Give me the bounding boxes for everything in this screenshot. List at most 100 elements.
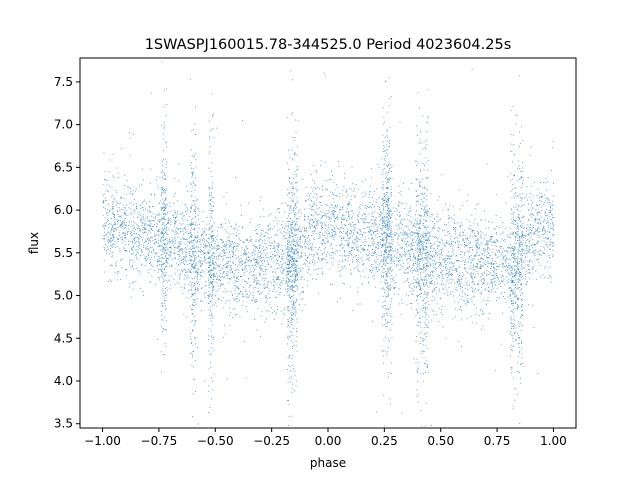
data-point — [182, 271, 183, 273]
data-point — [133, 228, 135, 230]
data-point — [282, 269, 284, 271]
data-point — [182, 292, 184, 294]
data-point — [418, 255, 420, 257]
data-point — [245, 246, 247, 248]
data-point — [409, 237, 411, 239]
data-point — [308, 247, 310, 249]
data-point — [484, 210, 485, 212]
data-point — [542, 182, 544, 183]
data-point — [455, 227, 457, 229]
data-point — [365, 236, 367, 238]
data-point — [377, 230, 378, 232]
data-point — [312, 262, 314, 264]
data-point — [399, 288, 401, 290]
data-point — [223, 265, 225, 267]
data-point — [250, 260, 251, 262]
data-point — [264, 288, 265, 290]
data-point — [222, 259, 223, 261]
data-point — [245, 290, 247, 292]
data-point — [130, 258, 132, 260]
data-point — [138, 242, 140, 244]
data-point — [360, 218, 362, 220]
data-point — [351, 250, 353, 252]
data-point — [522, 267, 524, 268]
data-point — [423, 242, 425, 243]
data-point — [259, 272, 261, 274]
data-point — [147, 217, 149, 219]
data-point — [390, 230, 392, 232]
data-point — [206, 223, 208, 225]
data-point — [458, 281, 460, 283]
data-point — [531, 244, 533, 246]
data-point — [217, 248, 219, 250]
data-point — [532, 202, 534, 204]
data-point — [342, 206, 344, 208]
data-point — [331, 205, 333, 206]
data-point — [314, 230, 316, 232]
data-point — [255, 266, 257, 268]
data-point — [303, 236, 305, 238]
data-point — [469, 265, 471, 267]
data-point — [467, 281, 469, 283]
data-point — [481, 265, 483, 267]
data-point — [149, 182, 151, 184]
data-point — [196, 280, 198, 282]
data-point — [157, 230, 159, 232]
data-point — [551, 204, 553, 206]
data-point — [124, 238, 126, 239]
data-point — [528, 240, 530, 242]
data-point — [318, 213, 320, 215]
data-point — [417, 279, 419, 280]
data-point — [320, 165, 322, 166]
data-point — [486, 275, 487, 276]
data-point — [364, 276, 366, 278]
data-point — [537, 251, 539, 253]
data-point — [263, 235, 265, 237]
data-point — [225, 248, 227, 250]
data-point — [359, 204, 361, 205]
data-point — [309, 254, 310, 256]
data-point — [251, 265, 253, 267]
data-point — [310, 245, 312, 247]
data-point — [477, 233, 479, 234]
data-point — [292, 256, 294, 257]
data-point — [512, 268, 514, 270]
data-point — [305, 215, 307, 217]
data-point — [321, 186, 323, 188]
data-point — [349, 203, 350, 205]
data-point — [348, 232, 350, 234]
data-point — [551, 208, 553, 210]
data-point — [114, 218, 116, 220]
data-point — [149, 238, 150, 240]
data-point — [106, 179, 108, 181]
data-point — [318, 259, 320, 261]
data-point — [450, 262, 452, 263]
data-point — [103, 234, 105, 236]
data-point — [277, 209, 279, 211]
data-point — [310, 174, 312, 176]
data-point — [217, 275, 219, 277]
data-point — [204, 256, 206, 258]
data-point — [223, 264, 224, 266]
data-point — [174, 233, 176, 235]
data-point — [371, 215, 373, 217]
data-point — [145, 256, 147, 258]
data-point — [444, 230, 446, 232]
data-point — [344, 250, 345, 252]
data-point — [343, 244, 345, 246]
data-point — [293, 250, 295, 252]
data-point — [252, 291, 254, 293]
data-point — [501, 265, 503, 267]
data-point — [161, 231, 163, 233]
data-point — [340, 297, 341, 299]
data-point — [500, 217, 502, 219]
data-point — [289, 296, 291, 298]
data-point — [227, 265, 229, 267]
data-point — [406, 304, 408, 306]
data-point — [244, 262, 246, 264]
data-point — [180, 231, 181, 233]
data-point — [119, 225, 121, 227]
data-point — [264, 266, 266, 268]
data-point — [363, 250, 365, 252]
data-point — [383, 231, 385, 233]
